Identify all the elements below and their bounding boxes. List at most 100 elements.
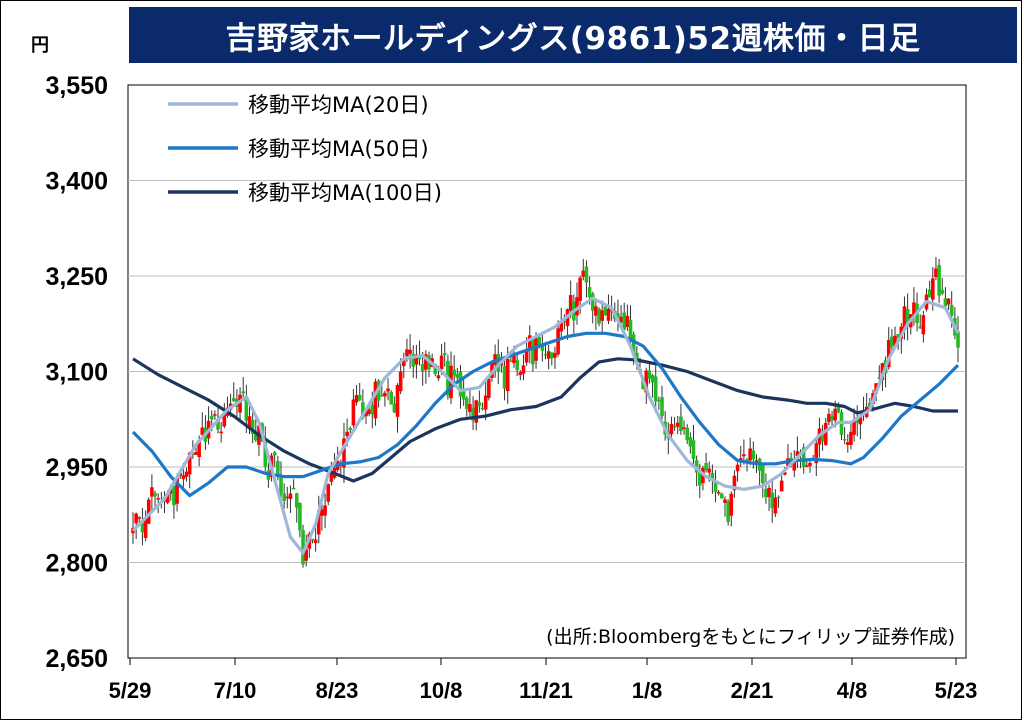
candle-down — [770, 492, 775, 509]
candle-up — [487, 378, 491, 398]
ma100-line — [132, 357, 958, 483]
candle-up — [606, 308, 611, 321]
candle-down — [660, 397, 664, 417]
candle-down — [276, 461, 280, 477]
candle-up — [823, 422, 828, 445]
ma50-line — [131, 331, 960, 498]
candle-down — [496, 354, 501, 372]
candle-down — [515, 360, 519, 371]
candle-down — [272, 452, 277, 456]
candle-down — [294, 493, 299, 508]
candle-down — [820, 433, 825, 442]
candle-down — [801, 447, 806, 467]
candle-down — [726, 501, 730, 522]
candle-up — [184, 471, 189, 477]
candle-up — [194, 452, 198, 455]
y-tick-label: 2,950 — [45, 454, 108, 482]
candle-up — [424, 354, 428, 370]
candle-down — [691, 440, 696, 460]
candle-down — [279, 475, 283, 494]
candle-down — [776, 496, 781, 499]
y-axis: 2,650 2,800 2,950 3,100 3,250 3,400 3,550 — [45, 72, 108, 673]
candle-down — [433, 364, 438, 374]
candle-down — [250, 419, 255, 434]
candle-up — [505, 359, 510, 392]
candle-up — [779, 480, 784, 492]
candle-up — [323, 505, 327, 516]
candle-up — [849, 431, 853, 445]
candle-up — [313, 539, 318, 544]
candle-up — [669, 423, 674, 435]
candle-up — [342, 438, 346, 468]
candle-up — [165, 493, 170, 503]
candle-up — [546, 351, 551, 359]
candle-up — [316, 510, 321, 535]
candle-up — [767, 487, 771, 498]
candle-down — [389, 391, 394, 405]
candle-up — [575, 297, 579, 316]
candle-up — [395, 384, 400, 417]
candle-down — [153, 493, 157, 497]
candle-down — [584, 266, 589, 283]
candle-up — [137, 517, 142, 519]
candle-up — [912, 302, 916, 316]
candle-down — [411, 354, 416, 367]
candle-up — [354, 395, 359, 403]
candle-up — [783, 472, 787, 475]
x-tick-label: 1/8 — [632, 678, 663, 703]
candle-down — [209, 415, 214, 420]
candle-up — [735, 464, 740, 472]
candle-down — [452, 369, 456, 376]
candle-up — [367, 409, 371, 414]
candle-up — [594, 306, 598, 316]
x-tick-label: 4/8 — [837, 678, 868, 703]
candle-down — [949, 304, 954, 316]
candle-down — [685, 427, 689, 441]
candle-down — [713, 481, 718, 493]
candle-up — [364, 409, 368, 417]
candle-down — [282, 493, 286, 501]
candle-up — [742, 454, 746, 457]
candle-down — [603, 306, 608, 315]
candle-up — [345, 431, 349, 437]
candle-down — [927, 289, 932, 298]
candle-up — [625, 315, 630, 327]
candle-down — [531, 339, 535, 365]
candle-down — [461, 391, 466, 400]
candle-down — [191, 453, 195, 455]
candle-up — [146, 499, 151, 524]
candle-up — [738, 458, 743, 461]
candle-up — [150, 487, 154, 497]
candle-up — [792, 459, 797, 471]
moving-average-lines — [131, 296, 960, 555]
candle-up — [304, 549, 308, 561]
candle-up — [858, 415, 863, 425]
candle-down — [549, 352, 554, 359]
source-note: (出所:Bloombergをもとにフィリップ証券作成) — [546, 626, 955, 648]
candle-down — [291, 487, 296, 490]
chart-title: 吉野家ホールディングス(9861)52週株価・日足 — [129, 7, 1017, 63]
candle-up — [402, 360, 406, 367]
candle-up — [732, 475, 737, 491]
candle-down — [455, 374, 460, 378]
candle-up — [373, 381, 378, 419]
candle-up — [581, 270, 586, 277]
candle-down — [370, 405, 375, 415]
candle-up — [197, 439, 201, 458]
candle-down — [679, 416, 683, 432]
candle-up — [405, 349, 409, 357]
candle-up — [931, 278, 935, 300]
candle-down — [720, 493, 724, 499]
candle-down — [392, 403, 397, 413]
candle-down — [943, 298, 948, 307]
candle-down — [298, 503, 302, 531]
candle-down — [905, 308, 910, 326]
candle-down — [587, 287, 592, 298]
candle-down — [442, 353, 447, 356]
candle-down — [688, 437, 693, 447]
candle-up — [518, 372, 523, 376]
candle-up — [134, 513, 138, 524]
candle-up — [524, 349, 529, 363]
candle-up — [827, 413, 831, 423]
